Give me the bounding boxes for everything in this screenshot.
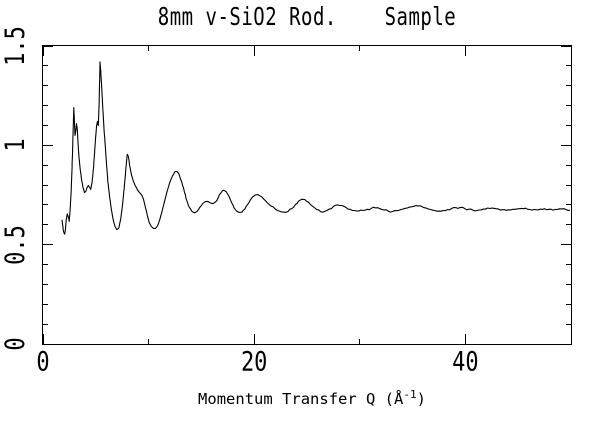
y-tick-label: 0.5 — [1, 224, 32, 265]
tick-mark — [43, 204, 48, 206]
tick-mark — [359, 46, 361, 51]
tick-mark — [43, 323, 48, 325]
tick-mark — [148, 339, 150, 344]
x-axis-label: Momentum Transfer Q (Å-1) — [198, 388, 426, 408]
y-tick-label: 1 — [1, 138, 32, 152]
plot-area — [42, 45, 572, 345]
tick-mark — [566, 323, 571, 325]
tick-mark — [253, 46, 255, 56]
tick-mark — [566, 105, 571, 107]
series-line — [61, 61, 570, 235]
tick-mark — [566, 283, 571, 285]
tick-mark — [566, 204, 571, 206]
tick-mark — [566, 184, 571, 186]
tick-mark — [566, 264, 571, 265]
x-tick-label: 20 — [240, 347, 268, 378]
tick-mark — [464, 46, 466, 56]
x-axis-label-superscript: -1 — [403, 388, 417, 401]
tick-mark — [43, 303, 48, 305]
tick-mark — [43, 105, 48, 107]
tick-mark — [43, 283, 48, 285]
tick-mark — [561, 343, 571, 345]
data-curve — [61, 61, 570, 235]
x-tick-label: 0 — [36, 347, 50, 378]
tick-mark — [570, 46, 572, 51]
tick-mark — [42, 46, 44, 56]
tick-mark — [43, 244, 53, 246]
tick-mark — [148, 46, 150, 51]
tick-mark — [43, 264, 48, 265]
tick-mark — [43, 85, 48, 87]
x-tick-label: 40 — [452, 347, 479, 378]
tick-mark — [43, 164, 48, 166]
tick-mark — [566, 303, 571, 305]
chart-title: 8mm v-SiO2 Rod. Sample — [157, 2, 457, 32]
tick-mark — [570, 339, 572, 344]
tick-mark — [464, 334, 466, 344]
x-axis-label-main: Momentum Transfer Q (Å — [198, 390, 404, 408]
tick-mark — [566, 224, 571, 226]
tick-mark — [566, 85, 571, 87]
tick-mark — [42, 334, 44, 344]
y-tick-label: 0 — [1, 337, 32, 351]
tick-mark — [359, 339, 361, 344]
tick-mark — [561, 244, 571, 246]
tick-mark — [43, 125, 48, 126]
tick-mark — [566, 125, 571, 126]
tick-mark — [566, 164, 571, 166]
tick-mark — [253, 334, 255, 344]
tick-mark — [43, 144, 53, 146]
tick-mark — [561, 45, 571, 47]
tick-mark — [43, 65, 48, 67]
x-axis-label-close: ) — [416, 390, 426, 408]
tick-mark — [561, 144, 571, 146]
tick-mark — [566, 65, 571, 67]
tick-mark — [43, 224, 48, 226]
tick-mark — [43, 343, 53, 345]
tick-mark — [43, 45, 53, 47]
y-tick-label: 1.5 — [1, 26, 32, 66]
tick-mark — [43, 184, 48, 186]
